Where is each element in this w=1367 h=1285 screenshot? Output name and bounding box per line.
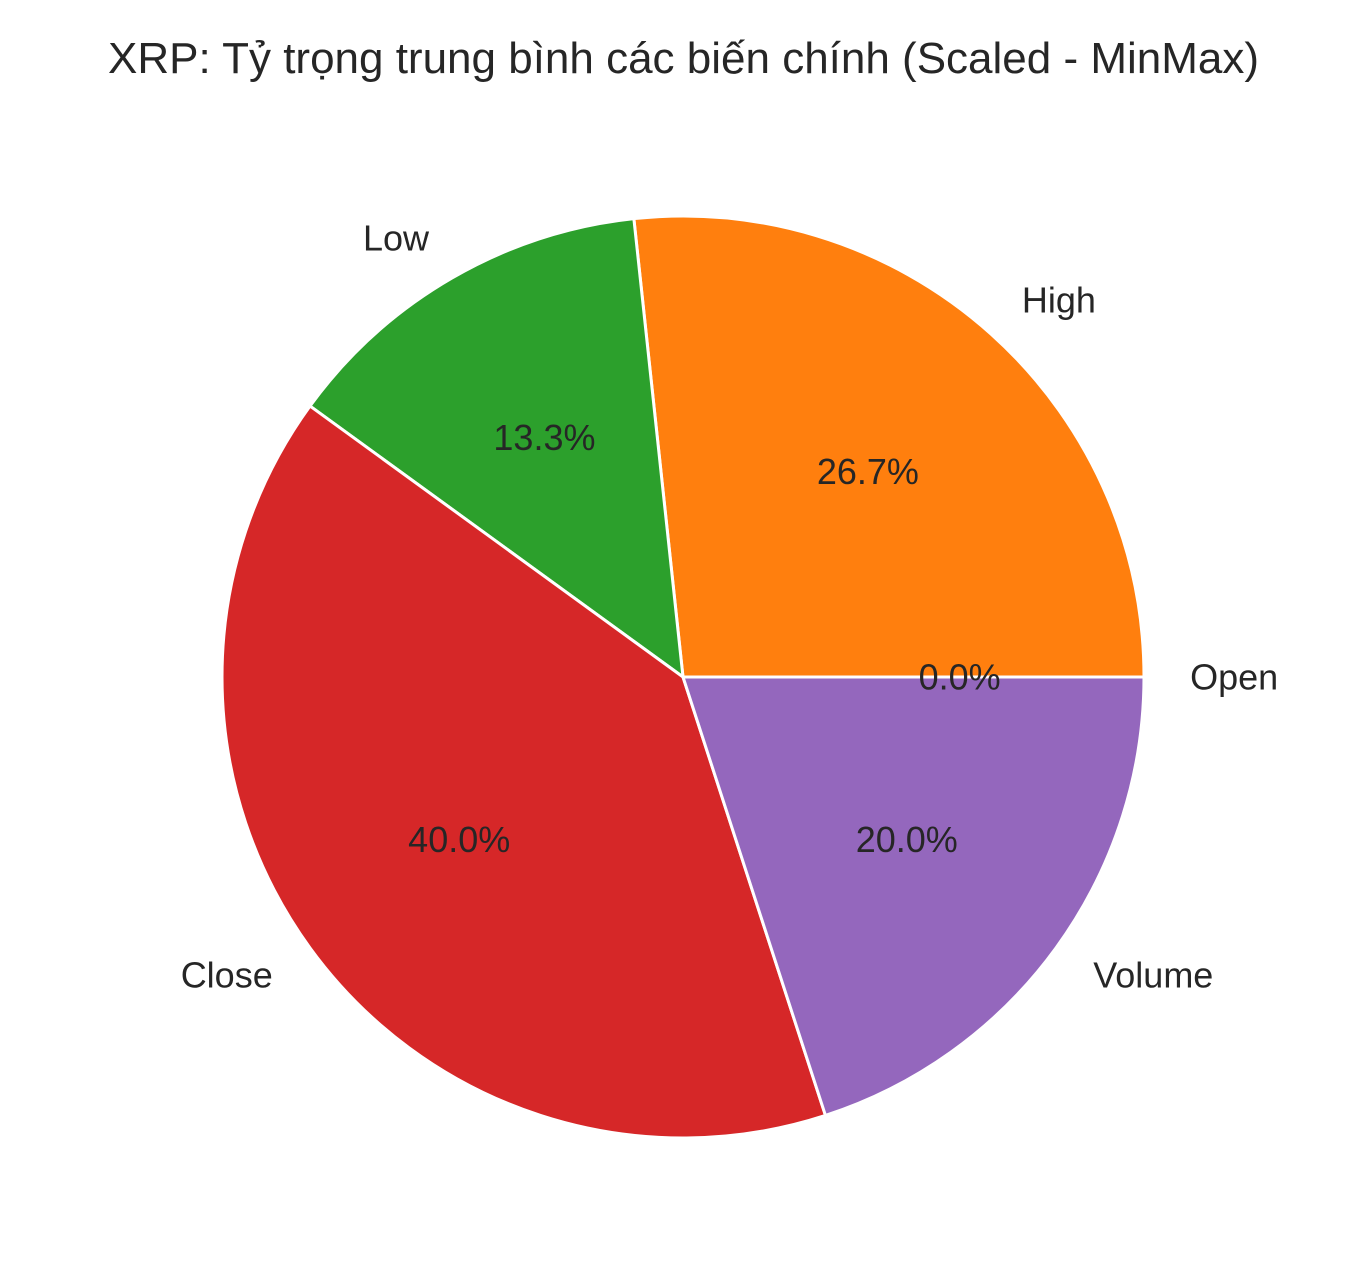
slice-label-high: High [1022,279,1096,320]
chart-title: XRP: Tỷ trọng trung bình các biến chính … [107,34,1260,83]
slice-label-open: Open [1190,657,1278,698]
slice-pct-label-low: 13.3% [493,417,595,458]
pie-slices [220,214,1146,1140]
slice-pct-label-close: 40.0% [408,819,510,860]
pie-slice-close [220,404,827,1140]
slice-label-close: Close [181,955,273,996]
pie-slice-low [308,217,685,679]
slice-pct-label-open: 0.0% [919,657,1001,698]
pie-labels: Open 0.0% High 26.7% Low 13.3% Close 40.0% Volum… [181,218,1278,996]
slice-pct-label-high: 26.7% [817,451,919,492]
pie-slice-volume [681,675,1146,1117]
slice-pct-label-volume: 20.0% [856,819,958,860]
slice-label-volume: Volume [1093,955,1213,996]
pie-slice-high [632,214,1146,679]
slice-label-low: Low [363,218,430,259]
